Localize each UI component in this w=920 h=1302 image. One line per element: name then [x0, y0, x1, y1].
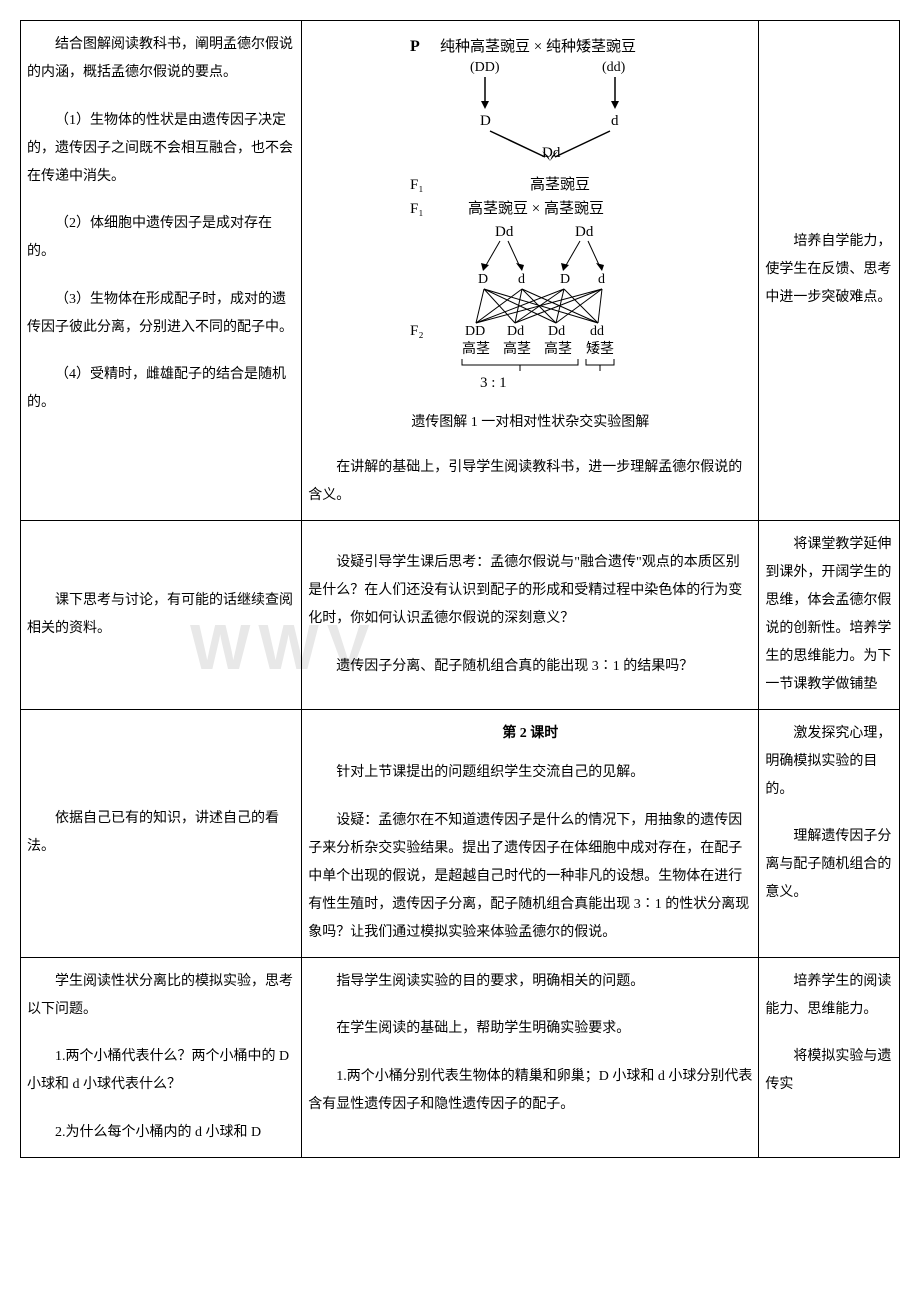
cell-right-4: 培养学生的阅读能力、思维能力。 将模拟实验与遗传实 — [759, 957, 900, 1157]
text: 培养自学能力，使学生在反馈、思考中进一步突破难点。 — [765, 228, 893, 312]
text: （3）生物体在形成配子时，成对的遗传因子彼此分离，分别进入不同的配子中。 — [27, 286, 295, 342]
cell-mid-1: P 纯种高茎豌豆 × 纯种矮茎豌豆 (DD) (dd) D d Dd F₁ 高茎… — [302, 21, 759, 521]
f1-g2: Dd — [575, 224, 594, 240]
p-cross: 纯种高茎豌豆 × 纯种矮茎豌豆 — [440, 38, 636, 55]
svg-text:D: D — [478, 272, 488, 287]
text: 指导学生阅读实验的目的要求，明确相关的问题。 — [308, 968, 752, 996]
f2-g2: Dd — [548, 324, 565, 339]
table-row: 学生阅读性状分离比的模拟实验，思考以下问题。 1.两个小桶代表什么？两个小桶中的… — [21, 957, 900, 1157]
genetics-diagram: P 纯种高茎豌豆 × 纯种矮茎豌豆 (DD) (dd) D d Dd F₁ 高茎… — [350, 31, 710, 401]
text: 依据自己已有的知识，讲述自己的看法。 — [27, 805, 295, 861]
text: 将模拟实验与遗传实 — [765, 1043, 893, 1099]
text: 将课堂教学延伸到课外，开阔学生的思维，体会孟德尔假说的创新性。培养学生的思维能力… — [765, 531, 893, 699]
f2-p2: 高茎 — [544, 340, 572, 357]
f2-g0: DD — [465, 324, 485, 339]
cell-right-1: 培养自学能力，使学生在反馈、思考中进一步突破难点。 — [759, 21, 900, 521]
text: 设疑引导学生课后思考：孟德尔假说与"融合遗传"观点的本质区别是什么？在人们还没有… — [308, 549, 752, 633]
text: 设疑：孟德尔在不知道遗传因子是什么的情况下，用抽象的遗传因子来分析杂交实验结果。… — [308, 807, 752, 947]
text: （4）受精时，雌雄配子的结合是随机的。 — [27, 361, 295, 417]
cell-mid-3: 第 2 课时 针对上节课提出的问题组织学生交流自己的见解。 设疑：孟德尔在不知道… — [302, 709, 759, 957]
text: 针对上节课提出的问题组织学生交流自己的见解。 — [308, 759, 752, 787]
text: 在学生阅读的基础上，帮助学生明确实验要求。 — [308, 1015, 752, 1043]
f2-label: F₂ — [410, 323, 424, 339]
p-label: P — [410, 38, 420, 55]
diagram-caption: 遗传图解 1 一对相对性状杂交实验图解 — [308, 409, 752, 437]
text: 1.两个小桶分别代表生物体的精巢和卵巢；D 小球和 d 小球分别代表含有显性遗传… — [308, 1063, 752, 1119]
f1-cross: 高茎豌豆 × 高茎豌豆 — [468, 200, 604, 217]
cell-left-3: 依据自己已有的知识，讲述自己的看法。 — [21, 709, 302, 957]
ratio: 3 : 1 — [480, 375, 507, 391]
lesson-plan-table: 结合图解阅读教科书，阐明孟德尔假说的内涵，概括孟德尔假说的要点。 （1）生物体的… — [20, 20, 900, 1158]
cell-mid-4: 指导学生阅读实验的目的要求，明确相关的问题。 在学生阅读的基础上，帮助学生明确实… — [302, 957, 759, 1157]
text: 2.为什么每个小桶内的 d 小球和 D — [27, 1119, 295, 1147]
text: 在讲解的基础上，引导学生阅读教科书，进一步理解孟德尔假说的含义。 — [308, 454, 752, 510]
f1-label: F₁ — [410, 177, 424, 193]
text: 1.两个小桶代表什么？两个小桶中的 D 小球和 d 小球代表什么？ — [27, 1043, 295, 1099]
f2-p0: 高茎 — [462, 340, 490, 357]
text: 学生阅读性状分离比的模拟实验，思考以下问题。 — [27, 968, 295, 1024]
cell-left-4: 学生阅读性状分离比的模拟实验，思考以下问题。 1.两个小桶代表什么？两个小桶中的… — [21, 957, 302, 1157]
f1-geno: Dd — [542, 145, 561, 161]
f2-g1: Dd — [507, 324, 524, 339]
f1-cross-label: F₁ — [410, 201, 424, 217]
svg-text:D: D — [560, 272, 570, 287]
table-row: 课下思考与讨论，有可能的话继续查阅相关的资料。 设疑引导学生课后思考：孟德尔假说… — [21, 520, 900, 709]
p-geno2: (dd) — [602, 60, 626, 75]
cell-right-3: 激发探究心理，明确模拟实验的目的。 理解遗传因子分离与配子随机组合的意义。 — [759, 709, 900, 957]
text: 遗传因子分离、配子随机组合真的能出现 3∶1 的结果吗？ — [308, 653, 752, 681]
svg-text:d: d — [598, 272, 605, 287]
table-row: 依据自己已有的知识，讲述自己的看法。 第 2 课时 针对上节课提出的问题组织学生… — [21, 709, 900, 957]
text: 课下思考与讨论，有可能的话继续查阅相关的资料。 — [27, 587, 295, 643]
table-row: 结合图解阅读教科书，阐明孟德尔假说的内涵，概括孟德尔假说的要点。 （1）生物体的… — [21, 21, 900, 521]
f1-name: 高茎豌豆 — [530, 176, 590, 193]
f1-g1: Dd — [495, 224, 514, 240]
text: 激发探究心理，明确模拟实验的目的。 — [765, 720, 893, 804]
p-geno1: (DD) — [470, 60, 500, 75]
f2-p3: 矮茎 — [586, 341, 614, 357]
cell-mid-2: 设疑引导学生课后思考：孟德尔假说与"融合遗传"观点的本质区别是什么？在人们还没有… — [302, 520, 759, 709]
text: 培养学生的阅读能力、思维能力。 — [765, 968, 893, 1024]
cell-right-2: 将课堂教学延伸到课外，开阔学生的思维，体会孟德尔假说的创新性。培养学生的思维能力… — [759, 520, 900, 709]
gamete-D: D — [480, 113, 491, 129]
text: 结合图解阅读教科书，阐明孟德尔假说的内涵，概括孟德尔假说的要点。 — [27, 31, 295, 87]
text: 理解遗传因子分离与配子随机组合的意义。 — [765, 823, 893, 907]
f2-p1: 高茎 — [503, 340, 531, 357]
f2-g3: dd — [590, 324, 604, 339]
text: （2）体细胞中遗传因子是成对存在的。 — [27, 210, 295, 266]
lesson-title: 第 2 课时 — [308, 720, 752, 748]
cell-left-2: 课下思考与讨论，有可能的话继续查阅相关的资料。 — [21, 520, 302, 709]
svg-text:d: d — [518, 272, 525, 287]
cell-left-1: 结合图解阅读教科书，阐明孟德尔假说的内涵，概括孟德尔假说的要点。 （1）生物体的… — [21, 21, 302, 521]
text: （1）生物体的性状是由遗传因子决定的，遗传因子之间既不会相互融合，也不会在传递中… — [27, 107, 295, 191]
gamete-d: d — [611, 113, 619, 129]
